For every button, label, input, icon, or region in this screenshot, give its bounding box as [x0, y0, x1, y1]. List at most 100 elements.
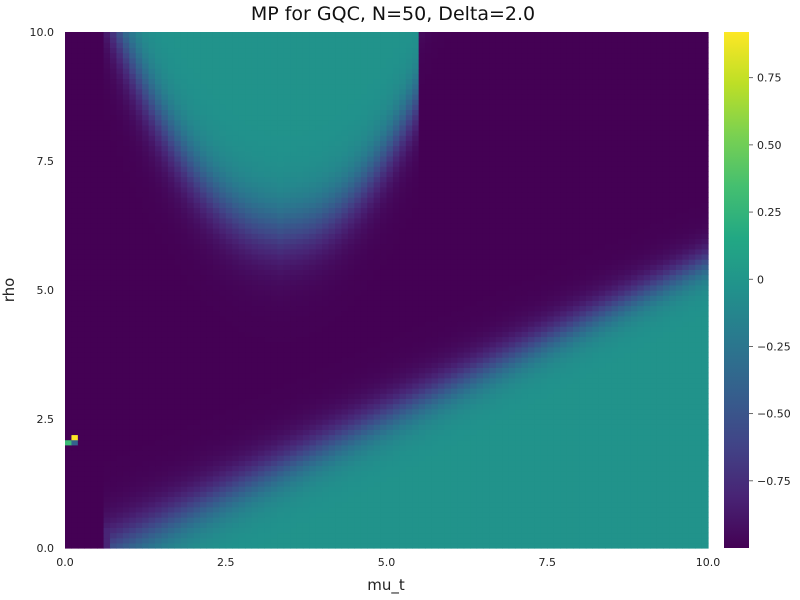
- heatmap-cell: [547, 424, 555, 430]
- heatmap-cell: [309, 320, 317, 327]
- heatmap-cell: [277, 320, 285, 327]
- heatmap-cell: [566, 542, 574, 549]
- heatmap-cell: [431, 486, 439, 492]
- heatmap-cell: [547, 362, 555, 368]
- heatmap-cell: [450, 351, 458, 358]
- heatmap-cell: [656, 429, 664, 436]
- heatmap-cell: [457, 532, 465, 539]
- heatmap-cell: [527, 393, 535, 399]
- heatmap-cell: [637, 511, 645, 518]
- heatmap-cell: [167, 449, 175, 456]
- heatmap-cell: [116, 455, 124, 461]
- heatmap-cell: [611, 362, 619, 368]
- heatmap-cell: [142, 300, 150, 307]
- heatmap-cell: [617, 305, 626, 312]
- heatmap-cell: [245, 465, 253, 472]
- heatmap-cell: [135, 351, 143, 358]
- heatmap-cell: [354, 377, 362, 384]
- heatmap-cell: [534, 408, 542, 415]
- heatmap-cell: [212, 542, 220, 549]
- heatmap-cell: [232, 388, 240, 394]
- heatmap-cell: [392, 470, 400, 477]
- heatmap-cell: [77, 408, 85, 415]
- heatmap-cell: [412, 362, 420, 368]
- heatmap-cell: [232, 506, 240, 513]
- heatmap-cell: [367, 393, 375, 399]
- heatmap-cell: [212, 331, 220, 338]
- heatmap-cell: [360, 455, 368, 461]
- heatmap-cell: [650, 295, 658, 301]
- heatmap-cell: [470, 491, 478, 497]
- heatmap-cell: [695, 470, 703, 477]
- heatmap-cell: [566, 341, 574, 348]
- heatmap-cell: [399, 413, 407, 420]
- heatmap-cell: [643, 367, 651, 374]
- heatmap-cell: [302, 320, 310, 327]
- heatmap-cell: [637, 527, 645, 534]
- heatmap-cell: [489, 460, 497, 467]
- heatmap-cell: [656, 470, 664, 477]
- heatmap-cell: [77, 393, 85, 399]
- heatmap-cell: [347, 429, 355, 436]
- heatmap-cell: [598, 424, 606, 430]
- heatmap-cell: [617, 429, 626, 436]
- heatmap-cell: [495, 470, 503, 477]
- heatmap-cell: [373, 496, 381, 503]
- heatmap-cell: [347, 465, 355, 472]
- heatmap-cell: [322, 413, 330, 420]
- heatmap-cell: [309, 315, 317, 322]
- heatmap-cell: [695, 444, 703, 451]
- heatmap-cell: [482, 470, 490, 477]
- heatmap-cell: [495, 522, 503, 528]
- heatmap-cell: [662, 455, 671, 461]
- heatmap-cell: [476, 506, 484, 513]
- heatmap-cell: [643, 377, 651, 384]
- heatmap-cell: [630, 496, 638, 503]
- heatmap-cell: [598, 310, 606, 317]
- heatmap-cell: [373, 527, 381, 534]
- heatmap-cell: [392, 320, 400, 327]
- heatmap-cell: [103, 532, 111, 539]
- heatmap-cell: [335, 331, 343, 338]
- heatmap-cell: [585, 367, 593, 374]
- heatmap-cell: [161, 336, 169, 343]
- heatmap-cell: [257, 439, 265, 446]
- heatmap-cell: [148, 403, 156, 410]
- heatmap-cell: [444, 413, 452, 420]
- heatmap-cell: [482, 357, 490, 363]
- heatmap-cell: [360, 537, 368, 544]
- heatmap-cell: [161, 537, 169, 544]
- heatmap-cell: [643, 465, 651, 472]
- heatmap-cell: [598, 486, 606, 492]
- heatmap-cell: [360, 424, 368, 430]
- heatmap-cell: [142, 537, 150, 544]
- heatmap-cell: [547, 532, 555, 539]
- heatmap-cell: [251, 290, 259, 296]
- heatmap-cell: [463, 517, 471, 523]
- heatmap-cell: [174, 537, 182, 544]
- heatmap-cell: [347, 496, 355, 503]
- heatmap-cell: [425, 408, 433, 415]
- heatmap-cell: [553, 367, 561, 374]
- heatmap-cell: [135, 517, 143, 523]
- heatmap-cell: [617, 372, 626, 379]
- heatmap-cell: [611, 310, 619, 317]
- heatmap-cell: [367, 511, 375, 518]
- heatmap-cell: [560, 362, 568, 368]
- heatmap-cell: [630, 460, 638, 467]
- heatmap-cell: [643, 470, 651, 477]
- heatmap-cell: [103, 310, 111, 317]
- heatmap-cell: [277, 305, 285, 312]
- heatmap-cell: [515, 382, 523, 389]
- heatmap-cell: [296, 470, 304, 477]
- heatmap-cell: [65, 439, 73, 446]
- heatmap-cell: [180, 460, 188, 467]
- heatmap-cell: [129, 393, 137, 399]
- heatmap-cell: [617, 295, 626, 301]
- heatmap-cell: [200, 537, 208, 544]
- heatmap-cell: [521, 506, 529, 513]
- heatmap-cell: [457, 300, 465, 307]
- heatmap-cell: [617, 377, 626, 384]
- heatmap-cell: [515, 491, 523, 497]
- heatmap-cell: [457, 346, 465, 353]
